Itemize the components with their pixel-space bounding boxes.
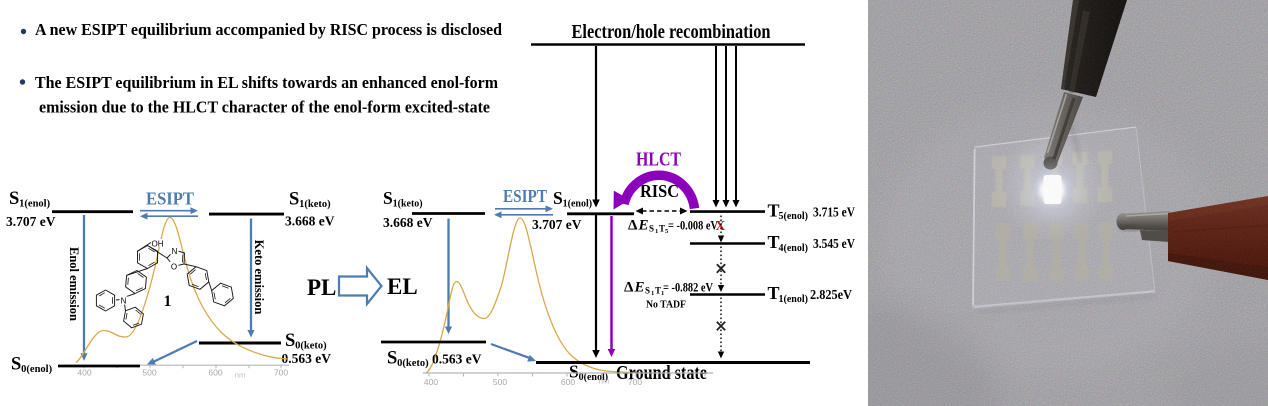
svg-text:S: S [9,189,19,209]
svg-text:3.668 eV: 3.668 eV [383,215,433,230]
svg-text:1(enol): 1(enol) [779,294,808,305]
svg-text:E: E [634,280,645,296]
svg-text:1: 1 [164,293,172,310]
svg-text:1(enol): 1(enol) [563,199,592,210]
svg-text:2.825eV: 2.825eV [810,287,852,302]
svg-text:400: 400 [77,368,91,378]
svg-text:3.707 eV: 3.707 eV [6,214,56,229]
svg-text:0(enol): 0(enol) [579,372,608,383]
svg-text:1: 1 [655,228,658,235]
svg-text:ESIPT: ESIPT [146,189,194,209]
svg-text:1: 1 [651,290,654,297]
svg-text:No TADF: No TADF [646,299,686,311]
svg-text:T: T [659,224,665,234]
svg-text:T: T [768,200,780,220]
svg-text:S: S [553,188,563,208]
svg-text:1(enol): 1(enol) [19,199,50,210]
svg-text:5: 5 [665,228,669,235]
svg-text:S: S [569,362,579,382]
svg-text:S: S [383,188,393,208]
svg-text:emission due to the HLCT chara: emission due to the HLCT character of th… [39,98,490,117]
svg-text:A new ESIPT equilibrium accomp: A new ESIPT equilibrium accompanied by R… [35,20,502,39]
svg-text:T: T [768,232,780,252]
svg-text:= -0.882 eV: = -0.882 eV [663,281,713,295]
svg-text:1(keto): 1(keto) [393,199,423,210]
svg-text:4(enol): 4(enol) [779,243,808,254]
svg-text:600: 600 [208,368,222,378]
svg-text:EL: EL [387,274,418,299]
svg-text:0(enol): 0(enol) [21,364,52,375]
svg-text:700: 700 [274,368,288,378]
svg-text:3.545 eV: 3.545 eV [813,236,855,251]
svg-text:500: 500 [142,368,156,378]
svg-text:3.715 eV: 3.715 eV [813,204,855,219]
svg-text:S: S [645,286,650,296]
svg-text:S: S [289,190,299,210]
svg-text:0.563 eV: 0.563 eV [282,351,332,366]
svg-text:E: E [638,218,649,234]
svg-text:Δ: Δ [628,218,638,234]
svg-text:T: T [655,286,661,296]
svg-text:N: N [172,247,178,256]
svg-text:500: 500 [493,377,507,387]
svg-text:T: T [768,283,780,303]
svg-text:X: X [716,218,726,233]
svg-text:1: 1 [661,290,664,297]
svg-text:Keto emission: Keto emission [252,240,266,315]
svg-text:N: N [121,297,127,306]
svg-text:5(enol): 5(enol) [779,211,808,222]
svg-text:600: 600 [561,377,575,387]
svg-text:3.707 eV: 3.707 eV [532,217,582,232]
svg-text:Enol emission: Enol emission [67,247,81,321]
svg-text:700: 700 [628,377,642,387]
svg-text:1(keto): 1(keto) [299,199,331,210]
svg-text:0.563 eV: 0.563 eV [432,352,482,367]
svg-text:S: S [649,224,654,234]
svg-text:0(keto): 0(keto) [397,358,429,369]
svg-text:O: O [171,262,177,271]
svg-text:3.668 eV: 3.668 eV [285,213,335,228]
svg-text:Δ: Δ [624,280,634,296]
svg-text:0(keto): 0(keto) [295,340,327,351]
svg-text:PL: PL [307,275,336,300]
svg-text:S: S [387,349,397,369]
svg-text:HLCT: HLCT [636,150,681,171]
svg-text:ESIPT: ESIPT [503,186,547,206]
svg-text:= -0.008 eV: = -0.008 eV [668,219,718,233]
svg-text:nm: nm [235,371,245,380]
svg-text:RISC: RISC [640,181,679,201]
svg-text:OH: OH [152,240,164,249]
svg-text:Electron/hole recombination: Electron/hole recombination [572,21,771,43]
svg-text:The ESIPT equilibrium in EL sh: The ESIPT equilibrium in EL shifts towar… [35,73,499,92]
svg-text:S: S [285,331,295,351]
svg-text:S: S [11,354,21,374]
svg-text:400: 400 [424,377,438,387]
svg-text:nm: nm [599,377,609,386]
